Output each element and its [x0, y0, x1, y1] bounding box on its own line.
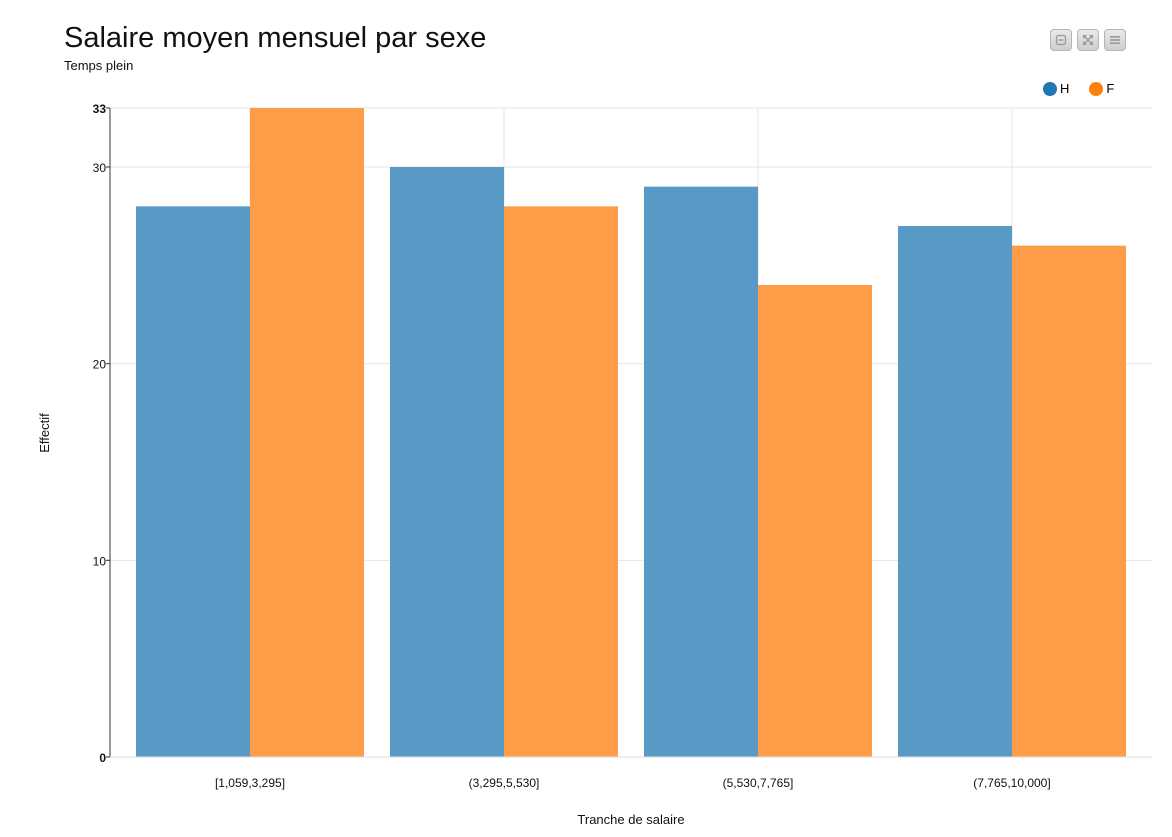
x-axis-title: Tranche de salaire [577, 812, 684, 827]
legend-label-h: H [1060, 81, 1070, 96]
legend-swatch-f [1089, 81, 1104, 96]
legend-swatch-h [1043, 81, 1057, 96]
x-tick-label: (7,765,10,000] [973, 776, 1050, 790]
fullscreen-button[interactable] [1077, 29, 1099, 51]
chart-title: Salaire moyen mensuel par sexe [64, 22, 487, 54]
bar-f-1[interactable] [504, 206, 618, 758]
legend-item-f[interactable]: F [1089, 81, 1114, 96]
y-tick-label: 20 [93, 358, 107, 372]
y-tick-label: 30 [93, 161, 107, 175]
x-tick-label: (5,530,7,765] [723, 776, 794, 790]
y-tick-label: 33 [93, 102, 107, 116]
x-tick-label: (3,295,5,530] [469, 776, 540, 790]
bars-layer [136, 108, 1126, 758]
chart-subtitle: Temps plein [64, 58, 134, 73]
fullscreen-icon [1083, 35, 1093, 45]
minimize-icon [1055, 34, 1067, 46]
menu-icon [1110, 36, 1120, 44]
y-tick-label: 10 [93, 554, 107, 568]
minimize-button[interactable] [1050, 29, 1072, 51]
bar-f-3[interactable] [1012, 245, 1126, 757]
bar-h-1[interactable] [390, 167, 504, 757]
axis-layer: 0 10 20 30 33 [1,059,3,295] (3,295,5,530] (5,53… [93, 102, 1152, 790]
bar-h-3[interactable] [898, 226, 1012, 757]
legend-label-f: F [1106, 81, 1115, 96]
x-tick-label: [1,059,3,295] [215, 776, 285, 790]
bar-h-2[interactable] [644, 186, 758, 757]
bar-h-0[interactable] [136, 206, 250, 758]
chart-legend: H F [1043, 81, 1114, 96]
chart-toolbar [1050, 29, 1126, 51]
legend-item-h[interactable]: H [1043, 81, 1069, 96]
y-tick-label: 0 [99, 751, 106, 765]
menu-button[interactable] [1104, 29, 1126, 51]
y-axis-title: Effectif [37, 413, 52, 453]
bar-f-0[interactable] [250, 108, 364, 757]
bar-f-2[interactable] [758, 285, 872, 757]
